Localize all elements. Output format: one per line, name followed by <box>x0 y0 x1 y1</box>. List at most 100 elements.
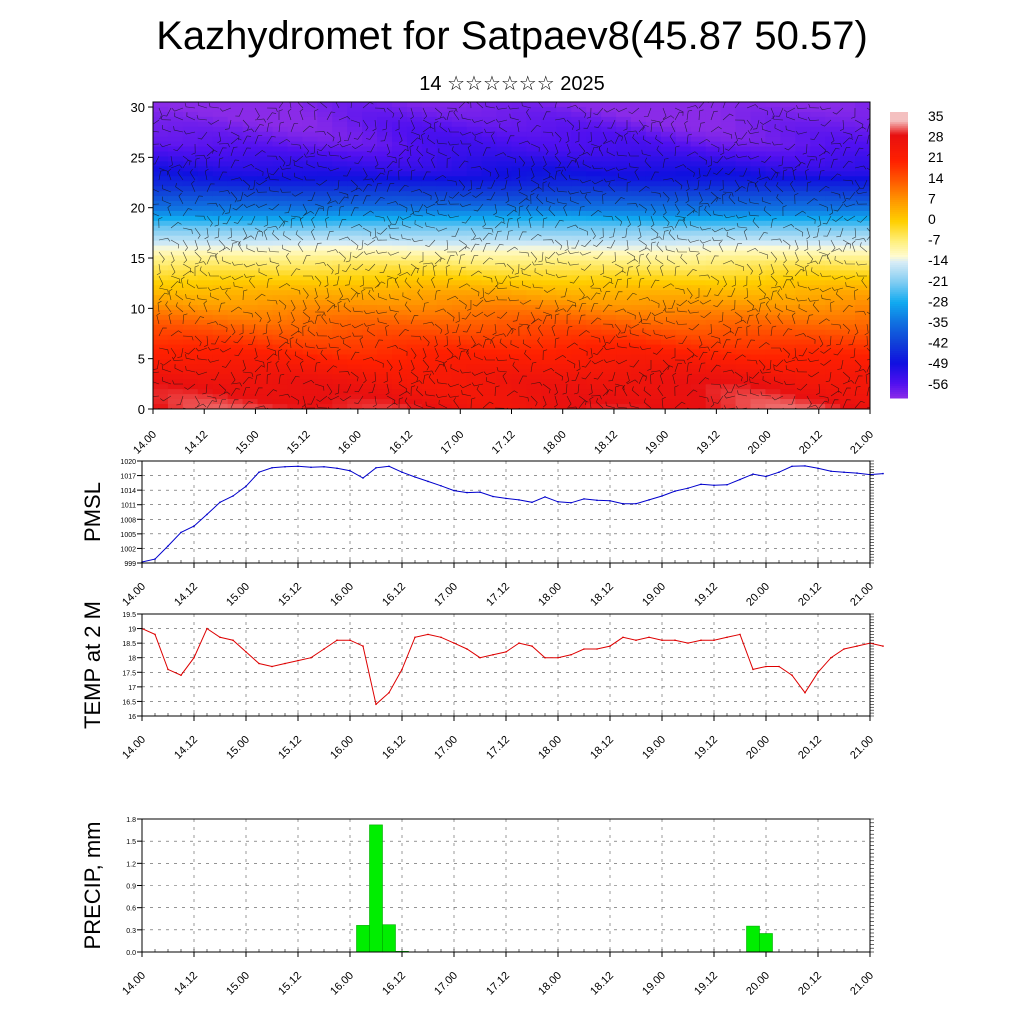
heatmap-cell <box>182 121 199 128</box>
heatmap-cell <box>750 220 767 227</box>
wind-barb <box>493 203 498 216</box>
heatmap-cell <box>541 220 557 227</box>
heatmap-cell <box>511 344 528 351</box>
data-point <box>427 480 429 483</box>
heatmap-cell <box>242 290 259 296</box>
heatmap-cell <box>347 285 363 291</box>
heatmap-cell <box>436 191 453 197</box>
colorbar-segment <box>890 236 908 240</box>
wind-barb <box>723 394 736 399</box>
heatmap-cell <box>421 156 438 163</box>
heatmap-cell <box>571 151 587 158</box>
heatmap-cell <box>855 106 870 113</box>
heatmap-cell <box>825 255 841 262</box>
heatmap-cell <box>631 329 647 336</box>
heatmap-cell <box>421 205 438 212</box>
heatmap-cell <box>526 270 542 276</box>
heatmap-cell <box>825 364 841 370</box>
heatmap-cell <box>810 126 826 133</box>
colorbar-segment <box>890 301 908 305</box>
wind-barb <box>386 183 395 193</box>
wind-barb <box>230 388 240 397</box>
heatmap-cell <box>511 285 528 291</box>
wind-barb <box>153 359 160 370</box>
heatmap-cell <box>690 151 707 158</box>
heatmap-cell <box>675 215 692 222</box>
heatmap-cell <box>765 220 781 227</box>
heatmap-cell <box>705 136 722 143</box>
heatmap-cell <box>257 210 274 217</box>
wind-barb <box>676 299 688 307</box>
heatmap-cell <box>212 359 229 366</box>
heatmap-cell <box>377 250 393 257</box>
wind-barb <box>734 338 742 349</box>
wind-barb <box>606 147 616 157</box>
heatmap-cell <box>645 364 662 370</box>
heatmap-cell <box>690 186 707 192</box>
wind-barb <box>334 383 340 395</box>
heatmap-cell <box>421 399 438 405</box>
heatmap-cell <box>720 136 737 143</box>
heatmap-cell <box>765 141 781 148</box>
heatmap-cell <box>526 329 542 336</box>
heatmap-cell <box>720 146 737 153</box>
heatmap-cell <box>825 389 841 395</box>
wind-barb <box>542 111 551 121</box>
wind-barb <box>266 112 277 121</box>
heatmap-cell <box>586 275 602 281</box>
heatmap-cell <box>705 210 722 217</box>
heatmap-cell <box>675 166 692 172</box>
heatmap-cell <box>855 161 870 167</box>
heatmap-cell <box>690 235 707 242</box>
heatmap-cell <box>182 379 199 385</box>
wind-barb <box>170 164 183 169</box>
wind-barb <box>820 347 832 354</box>
heatmap-cell <box>735 121 752 128</box>
heatmap-cell <box>182 285 199 291</box>
heatmap-cell <box>556 265 572 271</box>
heatmap-cell <box>182 280 199 286</box>
heatmap-cell <box>810 290 826 296</box>
heatmap-cell <box>795 161 811 167</box>
heatmap-cell <box>392 295 408 301</box>
wind-barb <box>204 168 209 181</box>
wind-barb <box>327 143 340 149</box>
heatmap-cell <box>167 201 184 207</box>
heatmap-cell <box>855 309 870 316</box>
heatmap-cell <box>660 245 677 252</box>
wind-barb <box>374 359 384 368</box>
heatmap-cell <box>347 121 363 128</box>
wind-barb <box>196 294 208 301</box>
wind-barb <box>458 239 467 250</box>
heatmap-cell <box>287 191 303 197</box>
heatmap-cell <box>257 106 274 113</box>
heatmap-cell <box>302 186 318 192</box>
heatmap-cell <box>287 166 303 172</box>
heatmap-cell <box>436 300 453 306</box>
wind-barb <box>785 305 796 313</box>
wind-barb <box>643 398 652 409</box>
heatmap-cell <box>675 245 692 252</box>
heatmap-cell <box>660 280 677 286</box>
heatmap-cell <box>780 260 796 266</box>
heatmap-cell <box>526 285 542 291</box>
heatmap-cell <box>332 191 348 197</box>
wind-barb <box>389 233 400 241</box>
heatmap-cell <box>840 235 856 242</box>
heatmap-cell <box>287 121 303 128</box>
wind-barb <box>620 323 628 334</box>
wind-barb <box>557 198 568 205</box>
heatmap-cell <box>332 220 348 227</box>
colorbar-segment <box>890 336 908 340</box>
wind-barb <box>494 215 505 223</box>
heatmap-cell <box>347 364 363 370</box>
wind-barb <box>230 399 239 409</box>
heatmap-cell <box>182 354 199 361</box>
heatmap-cell <box>242 369 259 375</box>
heatmap-cell <box>720 280 737 286</box>
wind-barb <box>588 383 593 396</box>
heatmap-cell <box>735 245 752 252</box>
wind-barb <box>707 155 712 167</box>
wind-barb <box>374 172 385 181</box>
wind-barb <box>698 335 703 348</box>
